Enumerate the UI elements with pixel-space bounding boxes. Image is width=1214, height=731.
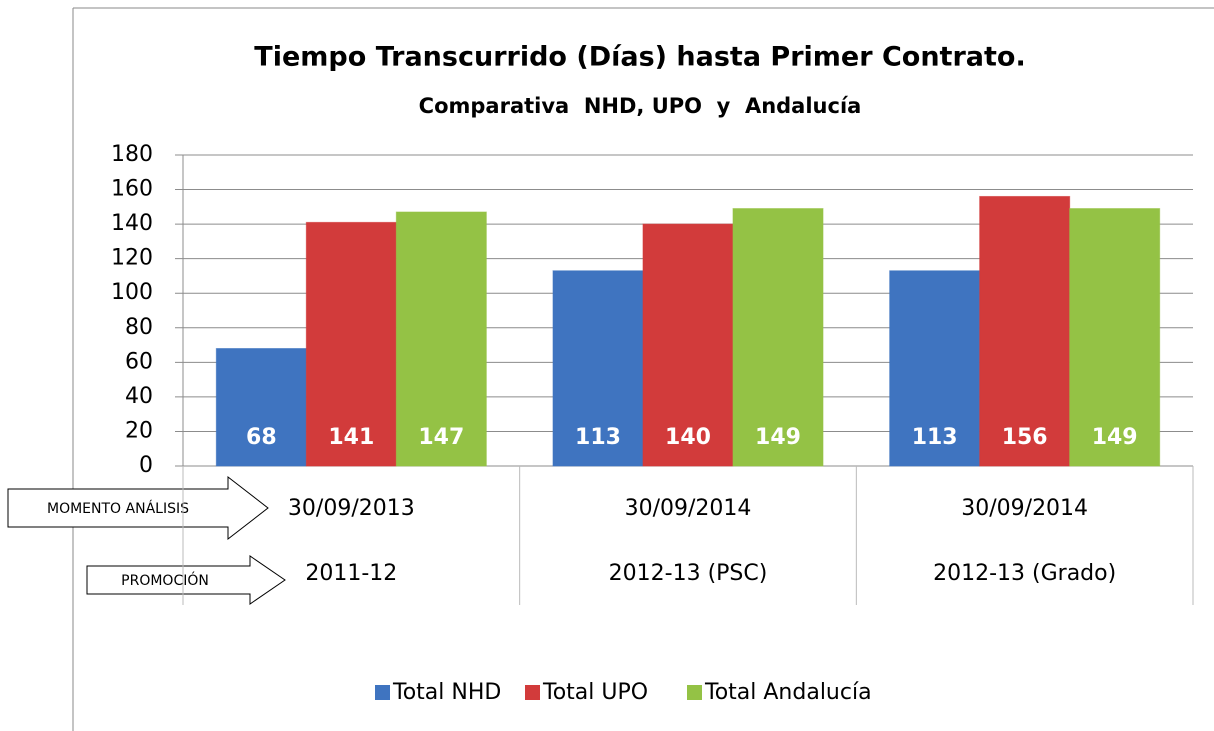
bar [305, 221, 397, 467]
data-label: 149 [1092, 425, 1138, 450]
x-tick-label: 2012-13 (Grado) [933, 561, 1116, 586]
bar [395, 211, 487, 467]
y-tick-label: 160 [111, 177, 153, 202]
y-tick-label: 120 [111, 246, 153, 271]
data-label: 149 [755, 425, 801, 450]
data-label: 156 [1002, 425, 1048, 450]
bar [642, 223, 734, 467]
bar [1069, 208, 1161, 467]
data-label: 147 [418, 425, 464, 450]
y-tick-label: 60 [125, 349, 153, 374]
x-tick-label: 30/09/2013 [288, 496, 415, 521]
data-label: 113 [575, 425, 621, 450]
data-label: 68 [246, 425, 277, 450]
x-tick-label: 2012-13 (PSC) [609, 561, 768, 586]
y-tick-label: 20 [125, 418, 153, 443]
x-tick-label: 30/09/2014 [961, 496, 1088, 521]
bar [732, 208, 824, 467]
data-label: 140 [665, 425, 711, 450]
legend-swatch [687, 685, 702, 700]
annotation: MOMENTO ANÁLISIS [47, 500, 189, 517]
y-tick-label: 140 [111, 211, 153, 236]
y-tick-label: 180 [111, 142, 153, 167]
x-tick-label: 30/09/2014 [625, 496, 752, 521]
annotation: PROMOCIÓN [121, 571, 209, 589]
y-tick-label: 0 [139, 453, 153, 478]
arrow [86, 555, 286, 605]
data-label: 141 [328, 425, 374, 450]
arrow [7, 475, 269, 541]
legend-swatch [525, 685, 540, 700]
bar [215, 348, 307, 467]
y-tick-label: 40 [125, 384, 153, 409]
legend-swatch [375, 685, 390, 700]
legend-label: Total NHD [392, 680, 501, 705]
bar [889, 270, 981, 467]
legend-label: Total Andalucía [704, 680, 872, 705]
data-label: 113 [912, 425, 958, 450]
chart-title: Tiempo Transcurrido (Días) hasta Primer … [254, 42, 1025, 73]
legend-label: Total UPO [542, 680, 648, 705]
y-tick-label: 100 [111, 280, 153, 305]
x-tick-label: 2011-12 [305, 561, 397, 586]
y-tick-label: 80 [125, 315, 153, 340]
chart-subtitle: Comparativa NHD, UPO y Andalucía [419, 94, 862, 118]
